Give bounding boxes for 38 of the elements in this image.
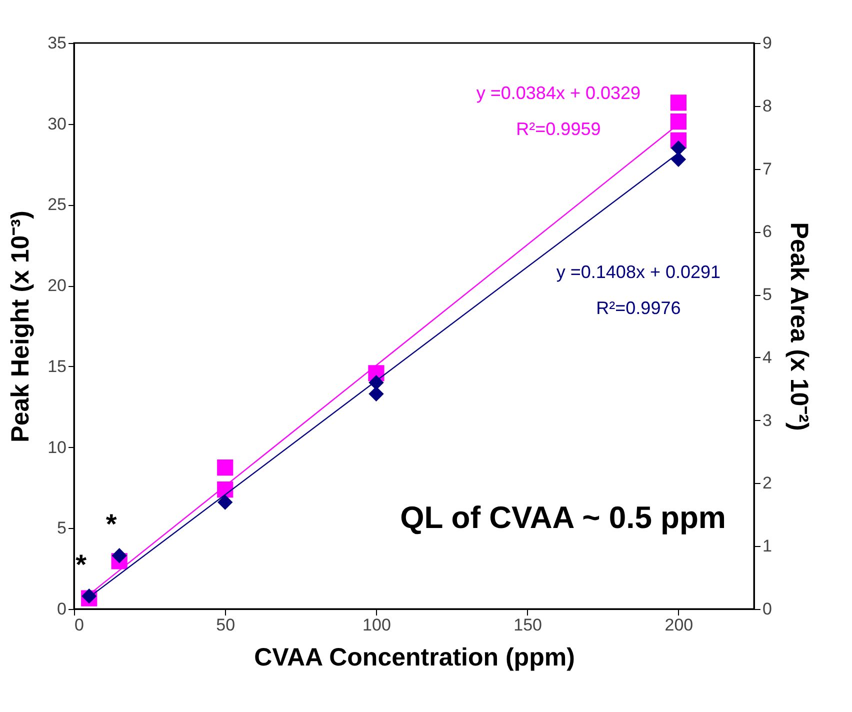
point	[670, 94, 687, 111]
y-tick-label: 25	[48, 195, 66, 214]
x-tick-label: 200	[664, 616, 694, 634]
x-tick-label: 100	[362, 616, 391, 634]
series-label: y =0.1408x + 0.0291 R²=0.9976	[556, 262, 721, 318]
annotation: *	[106, 508, 117, 540]
y-tick-label: 5	[57, 518, 66, 538]
point	[670, 140, 686, 156]
y2-tick-label: 2	[762, 474, 772, 493]
annotation: QL of CVAA ~ 0.5 ppm	[400, 500, 726, 535]
y2-tick-label: 7	[762, 159, 772, 178]
point	[218, 494, 233, 510]
y2-tick-label: 8	[762, 96, 772, 116]
x-tick-label: 50	[216, 616, 236, 634]
x-tick-label: 0	[74, 616, 84, 634]
y-tick-label: 30	[48, 114, 66, 134]
y2-tick-label: 6	[762, 222, 772, 242]
series-label: y =0.0384x + 0.0329 R²=0.9959	[476, 83, 641, 140]
x-tick-label: 150	[514, 616, 542, 634]
point	[112, 548, 127, 564]
y2-tick-label: 4	[762, 348, 772, 367]
x-axis-title: CVAA Concentration (ppm)	[254, 644, 575, 672]
y2-tick-label: 1	[762, 536, 772, 556]
y-tick-label: 20	[48, 276, 66, 296]
y2-tick-label: 9	[762, 34, 772, 52]
y-tick-label: 0	[57, 600, 66, 618]
point	[670, 114, 687, 130]
point	[217, 459, 234, 476]
y2-tick-label: 0	[762, 600, 772, 618]
point	[368, 386, 384, 402]
y-tick-label: 15	[48, 356, 66, 376]
y2-tick-label: 3	[762, 410, 772, 430]
y-tick-label: 35	[48, 34, 66, 52]
y2-tick-label: 5	[762, 285, 772, 304]
y2-axis-title: Peak Area (x 10⁻²)	[784, 222, 813, 431]
y-axis-title: Peak Height (x 10⁻³)	[6, 210, 35, 442]
y-tick-label: 10	[48, 438, 66, 457]
annotation: *	[76, 549, 87, 580]
